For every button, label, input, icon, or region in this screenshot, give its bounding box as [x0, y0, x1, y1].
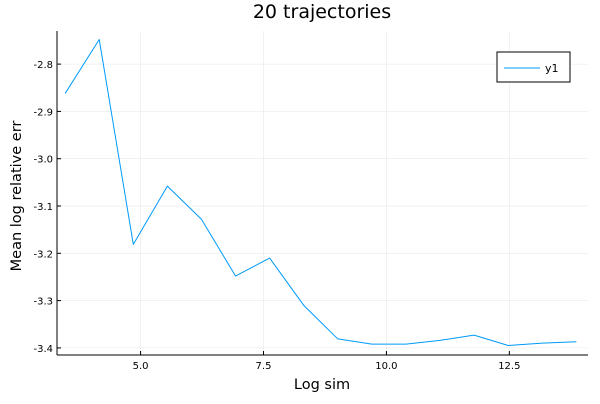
y-tick-label: -3.1	[33, 202, 53, 213]
series-line-y1	[64, 39, 577, 347]
y-axis-title: Mean log relative err	[9, 121, 25, 272]
y-tick-label: -3.0	[33, 155, 53, 166]
y-ticks: -2.8 -2.9 -3.0 -3.1 -3.2 -3.3 -3.4	[33, 60, 61, 355]
chart-title: 20 trajectories	[253, 1, 391, 23]
legend: y1	[496, 51, 571, 83]
x-axis-title: Log sim	[294, 377, 350, 393]
x-tick-label: 7.5	[256, 361, 272, 372]
legend-box	[496, 51, 571, 83]
x-tick-label: 12.5	[498, 361, 520, 372]
series-lines	[64, 39, 577, 347]
y-tick-label: -2.9	[33, 107, 53, 118]
x-tick-label: 5.0	[133, 361, 149, 372]
y-tick-label: -3.2	[33, 249, 53, 260]
y-tick-label: -2.8	[33, 60, 53, 71]
x-tick-label: 10.0	[375, 361, 397, 372]
x-ticks: 5.0 7.5 10.0 12.5	[133, 351, 520, 372]
legend-label-y1: y1	[545, 62, 559, 75]
y-tick-label: -3.3	[33, 297, 53, 308]
grid-lines	[57, 31, 588, 355]
y-tick-label: -3.4	[33, 344, 53, 355]
